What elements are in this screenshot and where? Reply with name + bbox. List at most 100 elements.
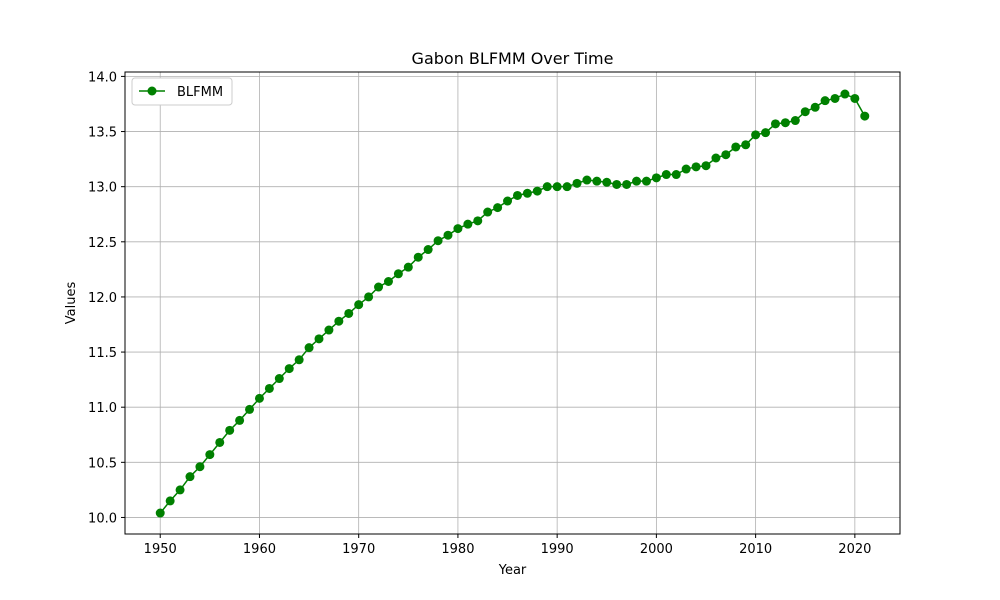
data-point (681, 164, 691, 174)
data-point (264, 383, 274, 393)
x-tick-label: 1990 (541, 542, 574, 557)
data-point (761, 128, 771, 138)
data-point (542, 182, 552, 192)
data-point (602, 177, 612, 187)
data-point (225, 425, 235, 435)
y-tick-label: 10.5 (88, 456, 117, 471)
data-point (701, 161, 711, 171)
data-point (840, 89, 850, 99)
data-point (711, 153, 721, 163)
grid (125, 72, 900, 534)
y-tick-label: 10.0 (88, 511, 117, 526)
data-point (850, 93, 860, 103)
data-point (215, 437, 225, 447)
x-tick-label: 1950 (144, 542, 177, 557)
data-point (294, 355, 304, 365)
data-point (820, 96, 830, 106)
data-point (721, 150, 731, 160)
data-point (691, 162, 701, 172)
data-point (483, 207, 493, 217)
data-point (155, 508, 165, 518)
data-point (552, 182, 562, 192)
data-point (810, 102, 820, 112)
x-tick-label: 1960 (243, 542, 276, 557)
data-point (374, 282, 384, 292)
y-tick-label: 13.0 (88, 181, 117, 196)
y-tick-label: 13.5 (88, 126, 117, 141)
data-point (443, 230, 453, 240)
data-point (671, 170, 681, 180)
data-point (165, 496, 175, 506)
data-point (433, 236, 443, 246)
data-point (661, 170, 671, 180)
data-point (512, 190, 522, 200)
data-point (344, 308, 354, 318)
data-point (562, 182, 572, 192)
data-point (503, 196, 513, 206)
data-point (324, 325, 334, 335)
legend-marker (147, 86, 157, 96)
data-point (731, 142, 741, 152)
data-point (751, 130, 761, 140)
y-tick-label: 12.0 (88, 291, 117, 306)
legend-box (131, 77, 233, 106)
data-point (413, 252, 423, 262)
data-point (245, 404, 255, 414)
x-tick-label: 2020 (838, 542, 871, 557)
series-layer (155, 89, 870, 518)
legend: BLFMM (131, 77, 233, 106)
data-point (304, 343, 314, 353)
data-point (641, 176, 651, 186)
data-point (185, 472, 195, 482)
y-tick-label: 11.5 (88, 346, 117, 361)
data-point (175, 485, 185, 495)
data-point (632, 176, 642, 186)
data-point (651, 173, 661, 183)
data-point (364, 292, 374, 302)
y-tick-label: 14.0 (88, 70, 117, 85)
data-point (463, 219, 473, 229)
x-tick-label: 2000 (640, 542, 673, 557)
data-point (532, 186, 542, 196)
data-point (284, 364, 294, 374)
data-point (403, 262, 413, 272)
data-point (582, 175, 592, 185)
y-tick-label: 12.5 (88, 236, 117, 251)
x-axis: 1950 1960 1970 1980 1990 2000 2010 2020 (144, 534, 871, 557)
data-point (612, 179, 622, 189)
data-point (383, 276, 393, 286)
data-point (235, 415, 245, 425)
data-point (572, 178, 582, 188)
data-point (830, 93, 840, 103)
data-point (453, 224, 463, 234)
x-axis-title: Year (498, 563, 527, 578)
data-point (423, 245, 433, 255)
data-point (274, 374, 284, 384)
data-point (592, 176, 602, 186)
chart-title: Gabon BLFMM Over Time (412, 49, 614, 68)
legend-label: BLFMM (177, 85, 223, 100)
plot-frame (124, 71, 901, 535)
data-point (393, 269, 403, 279)
data-point (195, 462, 205, 472)
data-point (254, 393, 264, 403)
data-point (860, 111, 870, 121)
x-tick-label: 2010 (739, 542, 772, 557)
data-point (473, 216, 483, 226)
data-point (780, 118, 790, 128)
data-point (522, 188, 532, 198)
y-tick-label: 11.0 (88, 401, 117, 416)
data-point (314, 334, 324, 344)
x-tick-label: 1970 (342, 542, 375, 557)
data-point (770, 119, 780, 129)
data-point (354, 300, 364, 310)
x-tick-label: 1980 (441, 542, 474, 557)
data-point (800, 107, 810, 117)
y-axis: 10.0 10.5 11.0 11.5 12.0 12.5 13.0 13.5 14.0 (88, 70, 125, 526)
y-axis-title: Values (64, 282, 79, 325)
data-point (205, 450, 215, 460)
data-point (790, 116, 800, 126)
data-point (622, 179, 632, 189)
data-point (334, 316, 344, 326)
